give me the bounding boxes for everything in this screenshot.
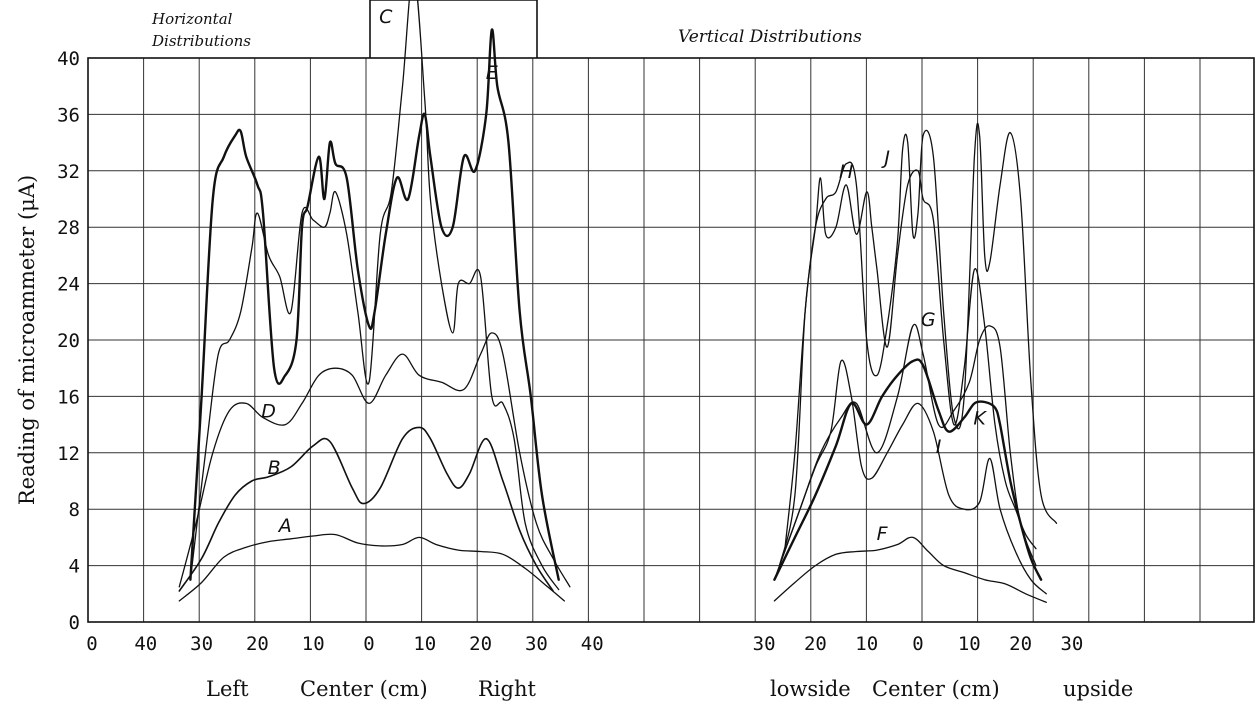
- v-x-tick-label: 20: [804, 633, 827, 655]
- vertical-curve-label-i: I: [936, 436, 942, 458]
- vertical-curve-j: [783, 122, 1058, 553]
- y-tick-label: 8: [69, 499, 80, 521]
- y-ticks: 0 4 8 12 16 20 24 28 32 36 40: [57, 48, 80, 634]
- horizontal-curve-label-b: B: [268, 457, 281, 479]
- x-tick-label: 40: [134, 633, 157, 655]
- curves: [178, 0, 1058, 603]
- vertical-curve-f: [773, 536, 1047, 603]
- v-x-label-center: Center (cm): [872, 677, 1000, 701]
- horizontal-curve-b: [178, 426, 554, 592]
- horizontal-curve-d: [178, 332, 571, 588]
- v-x-tick-label: 10: [958, 633, 981, 655]
- y-tick-label: 20: [57, 330, 80, 352]
- grid: [87, 57, 1255, 623]
- x-tick-label: 0: [86, 633, 97, 655]
- y-axis-label: Reading of microammeter (μA): [15, 175, 39, 505]
- horizontal-curve-label-a: A: [277, 515, 292, 537]
- vertical-title: Vertical Distributions: [678, 27, 862, 47]
- curve-labels: A B D C E F I K G H J: [261, 6, 987, 545]
- x-ticks: 0 40 30 20 10 0 10 20 30 40 30 20 10 0 10 20 30: [86, 633, 1083, 655]
- y-tick-label: 36: [57, 104, 80, 126]
- y-tick-label: 16: [57, 386, 80, 408]
- v-x-tick-label: 10: [855, 633, 878, 655]
- v-x-label-up: upside: [1063, 677, 1133, 701]
- x-label-center: Center (cm): [300, 677, 428, 701]
- x-label-left: Left: [206, 677, 249, 701]
- x-tick-label: 0: [363, 633, 374, 655]
- y-tick-label: 0: [69, 612, 80, 634]
- vertical-curve-label-g: G: [921, 309, 936, 331]
- horizontal-curve-label-d: D: [261, 401, 276, 423]
- x-tick-label: 20: [469, 633, 492, 655]
- x-tick-label: 30: [190, 633, 213, 655]
- v-x-tick-label: 30: [753, 633, 776, 655]
- plot-border: [87, 57, 1255, 623]
- v-x-tick-label: 30: [1060, 633, 1083, 655]
- v-x-tick-label: 20: [1009, 633, 1032, 655]
- horizontal-curve-e: [189, 28, 560, 581]
- y-tick-label: 40: [57, 48, 80, 70]
- y-tick-label: 24: [57, 274, 80, 296]
- x-tick-label: 10: [302, 633, 325, 655]
- vertical-curve-label-j: J: [880, 147, 890, 169]
- x-label-right: Right: [478, 677, 536, 701]
- x-tick-label: 20: [246, 633, 269, 655]
- x-tick-label: 30: [525, 633, 548, 655]
- horizontal-title-line2: Distributions: [151, 32, 251, 50]
- y-tick-label: 32: [57, 161, 80, 183]
- horizontal-title-line1: Horizontal: [151, 10, 233, 28]
- horizontal-curve-label-c: C: [379, 6, 393, 28]
- vertical-curve-label-k: K: [973, 408, 987, 430]
- vertical-curve-i: [773, 359, 1047, 595]
- vertical-curve-h: [778, 169, 1037, 567]
- y-tick-label: 4: [69, 556, 80, 578]
- v-x-tick-label: 0: [912, 633, 923, 655]
- top-tab-frame: [369, 0, 538, 58]
- x-tick-label: 10: [413, 633, 436, 655]
- v-x-label-low: lowside: [770, 677, 851, 701]
- y-tick-label: 28: [57, 217, 80, 239]
- horizontal-curve-label-e: E: [486, 62, 498, 84]
- horizontal-curve-c: [189, 0, 560, 591]
- vertical-curve-k: [773, 358, 1043, 581]
- vertical-curve-label-f: F: [877, 523, 889, 545]
- horizontal-curve-a: [178, 533, 565, 602]
- x-tick-label: 40: [581, 633, 604, 655]
- vertical-curve-label-h: H: [839, 161, 853, 183]
- y-tick-label: 12: [57, 443, 80, 465]
- vertical-curve-g: [778, 323, 1037, 567]
